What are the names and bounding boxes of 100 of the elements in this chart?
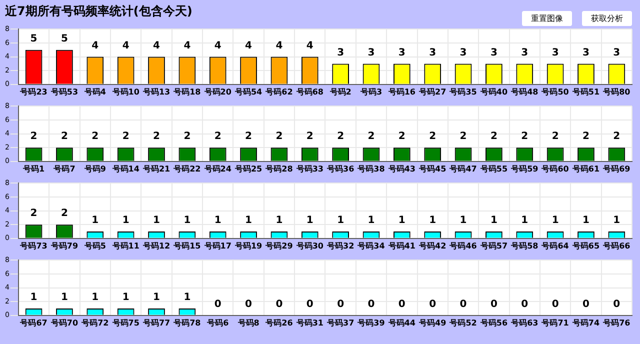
data-label: 3 bbox=[521, 47, 528, 58]
data-label: 2 bbox=[60, 131, 68, 142]
x-tick-label: 号码58 bbox=[510, 241, 539, 250]
x-tick-label: 号码43 bbox=[387, 164, 416, 174]
data-label: 1 bbox=[398, 215, 406, 226]
x-tick-label: 号码22 bbox=[172, 164, 201, 174]
x-tick-label: 号码27 bbox=[418, 87, 446, 96]
x-tick-label: 号码66 bbox=[602, 241, 631, 250]
x-tick-label: 号码9 bbox=[83, 164, 106, 174]
data-label: 2 bbox=[30, 208, 38, 220]
x-tick-label: 号码76 bbox=[602, 318, 631, 328]
data-label: 0 bbox=[245, 298, 252, 310]
data-label: 2 bbox=[60, 208, 68, 220]
data-label: 1 bbox=[122, 292, 130, 304]
x-tick-label: 号码29 bbox=[264, 241, 294, 250]
data-label: 2 bbox=[92, 131, 99, 142]
data-label: 3 bbox=[552, 47, 559, 58]
data-label: 2 bbox=[613, 131, 620, 142]
x-tick-label: 号码1 bbox=[22, 164, 46, 174]
data-label: 1 bbox=[92, 292, 99, 304]
x-tick-label: 号码55 bbox=[479, 164, 508, 174]
x-tick-label: 号码69 bbox=[602, 164, 631, 174]
x-tick-label: 号码51 bbox=[571, 87, 600, 96]
x-tick-label: 号码59 bbox=[510, 164, 539, 174]
x-tick-label: 号码60 bbox=[540, 164, 570, 174]
data-label: 2 bbox=[460, 131, 467, 142]
x-tick-label: 号码72 bbox=[80, 318, 109, 328]
data-label: 2 bbox=[276, 131, 283, 142]
data-label: 3 bbox=[429, 47, 436, 58]
x-tick-label: 号码10 bbox=[111, 87, 140, 96]
x-tick-label: 号码6 bbox=[206, 318, 230, 328]
data-label: 2 bbox=[521, 131, 528, 142]
x-tick-label: 号码53 bbox=[50, 87, 78, 96]
x-tick-label: 号码25 bbox=[234, 164, 263, 174]
data-label: 0 bbox=[368, 298, 375, 310]
x-tick-label: 号码32 bbox=[326, 241, 354, 250]
data-label: 2 bbox=[337, 131, 344, 142]
x-tick-label: 号码18 bbox=[172, 87, 202, 96]
data-label: 0 bbox=[460, 298, 467, 310]
x-tick-label: 号码73 bbox=[19, 241, 48, 250]
data-label: 2 bbox=[582, 131, 590, 142]
data-label: 2 bbox=[398, 131, 406, 142]
x-tick-label: 号码24 bbox=[203, 164, 232, 174]
x-tick-label: 号码49 bbox=[418, 318, 447, 328]
data-label: 3 bbox=[490, 47, 498, 58]
x-tick-label: 号码30 bbox=[295, 241, 324, 250]
data-label: 2 bbox=[245, 131, 252, 142]
data-label: 3 bbox=[460, 47, 467, 58]
data-label: 1 bbox=[460, 215, 467, 226]
x-tick-label: 号码78 bbox=[172, 318, 202, 328]
data-label: 1 bbox=[122, 215, 130, 226]
data-label: 2 bbox=[368, 131, 375, 142]
x-tick-label: 号码3 bbox=[359, 87, 382, 96]
data-label: 1 bbox=[153, 215, 160, 226]
x-tick-label: 号码40 bbox=[479, 87, 508, 96]
x-tick-label: 号码35 bbox=[448, 87, 478, 96]
data-label: 0 bbox=[276, 298, 283, 310]
data-label: 1 bbox=[276, 215, 283, 226]
x-tick-label: 号码70 bbox=[50, 318, 78, 328]
data-label: 3 bbox=[582, 47, 590, 58]
x-tick-label: 号码16 bbox=[387, 87, 416, 96]
data-label: 1 bbox=[368, 215, 375, 226]
x-tick-label: 号码41 bbox=[387, 241, 416, 250]
data-label: 0 bbox=[306, 298, 314, 310]
data-label: 4 bbox=[153, 40, 160, 52]
data-label: 3 bbox=[613, 47, 620, 58]
data-label: 3 bbox=[398, 47, 406, 58]
x-tick-label: 号码61 bbox=[571, 164, 600, 174]
x-tick-label: 号码62 bbox=[264, 87, 293, 96]
x-tick-label: 号码64 bbox=[540, 241, 570, 250]
x-tick-label: 号码11 bbox=[111, 241, 140, 250]
data-label: 1 bbox=[214, 215, 222, 226]
button: 获取分析 bbox=[582, 11, 632, 26]
x-tick-label: 号码28 bbox=[264, 164, 294, 174]
x-tick-label: 号码13 bbox=[142, 87, 170, 96]
data-label: 4 bbox=[184, 40, 191, 52]
data-label: 0 bbox=[582, 298, 590, 310]
x-tick-label: 号码42 bbox=[418, 241, 446, 250]
x-tick-label: 号码4 bbox=[83, 87, 106, 96]
x-tick-label: 号码7 bbox=[52, 164, 76, 174]
x-tick-label: 号码12 bbox=[142, 241, 170, 250]
x-tick-label: 号码79 bbox=[50, 241, 78, 250]
x-tick-label: 号码2 bbox=[328, 87, 352, 96]
x-tick-label: 号码23 bbox=[19, 87, 48, 96]
x-tick-label: 号码46 bbox=[448, 241, 478, 250]
data-label: 0 bbox=[337, 298, 344, 310]
x-tick-label: 号码57 bbox=[479, 241, 508, 250]
x-tick-label: 号码38 bbox=[356, 164, 386, 174]
x-tick-label: 号码17 bbox=[203, 241, 232, 250]
x-tick-label: 号码39 bbox=[356, 318, 386, 328]
x-tick-label: 号码44 bbox=[387, 318, 416, 328]
x-tick-label: 号码34 bbox=[356, 241, 386, 250]
data-label: 4 bbox=[92, 40, 99, 52]
data-label: 4 bbox=[122, 40, 130, 52]
data-label: 1 bbox=[582, 215, 590, 226]
data-label: 1 bbox=[153, 292, 160, 304]
data-label: 4 bbox=[214, 40, 222, 52]
x-tick-label: 号码5 bbox=[83, 241, 106, 250]
data-label: 4 bbox=[245, 40, 252, 52]
x-tick-label: 号码48 bbox=[510, 87, 539, 96]
